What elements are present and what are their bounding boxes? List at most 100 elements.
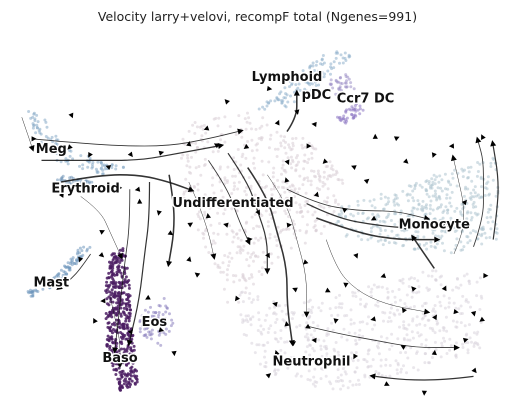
cell-point bbox=[256, 298, 260, 302]
cell-point bbox=[391, 289, 395, 293]
cell-point bbox=[264, 361, 268, 365]
cell-point bbox=[126, 331, 130, 335]
cell-point bbox=[333, 349, 337, 353]
cell-point bbox=[128, 294, 132, 298]
cell-point bbox=[130, 379, 134, 383]
cell-point bbox=[316, 169, 320, 173]
cell-point bbox=[118, 377, 122, 381]
cell-point bbox=[468, 282, 472, 286]
cell-point bbox=[494, 194, 498, 198]
cell-point bbox=[165, 306, 169, 310]
cell-point bbox=[232, 280, 236, 284]
cell-point bbox=[66, 261, 70, 265]
cell-point bbox=[298, 76, 302, 80]
cell-point bbox=[261, 116, 265, 120]
cell-point bbox=[265, 104, 269, 108]
cell-point bbox=[394, 359, 398, 363]
cell-point bbox=[358, 107, 362, 111]
cell-point bbox=[138, 327, 142, 331]
cell-point bbox=[249, 184, 253, 188]
cell-point bbox=[302, 167, 306, 171]
cell-point bbox=[422, 243, 426, 247]
cell-point bbox=[325, 352, 329, 356]
cell-point bbox=[351, 359, 355, 363]
cell-point bbox=[287, 358, 291, 362]
cell-point bbox=[119, 314, 123, 318]
cell-point bbox=[358, 112, 362, 116]
streamline bbox=[306, 203, 445, 229]
cell-point bbox=[393, 193, 397, 197]
cell-point bbox=[352, 87, 356, 91]
cell-point bbox=[388, 347, 392, 351]
cell-point bbox=[426, 318, 430, 322]
cell-point bbox=[135, 380, 139, 384]
streamline-arrowhead bbox=[423, 215, 431, 221]
cell-point bbox=[275, 238, 279, 242]
cell-point bbox=[376, 239, 380, 243]
cell-point bbox=[406, 338, 410, 342]
cell-point bbox=[334, 79, 338, 83]
cell-point bbox=[319, 377, 323, 381]
cell-point bbox=[267, 160, 271, 164]
cell-point bbox=[433, 310, 437, 314]
cell-point bbox=[457, 307, 461, 311]
cell-point bbox=[377, 372, 381, 376]
cell-point bbox=[433, 340, 437, 344]
cell-point bbox=[312, 375, 316, 379]
cell-point bbox=[27, 110, 31, 113]
cell-point bbox=[288, 85, 291, 89]
cell-point bbox=[357, 383, 361, 386]
cell-point bbox=[420, 342, 424, 346]
cell-point bbox=[425, 247, 429, 251]
cell-point bbox=[331, 173, 335, 177]
cell-point bbox=[109, 293, 113, 297]
cell-point bbox=[369, 236, 373, 240]
streamline bbox=[114, 189, 131, 348]
cell-point bbox=[388, 374, 392, 378]
cell-point bbox=[406, 192, 410, 196]
cell-point bbox=[250, 149, 254, 153]
cell-point bbox=[52, 149, 56, 153]
cell-point bbox=[105, 280, 109, 284]
streamline-arrowhead bbox=[453, 344, 460, 351]
cell-point bbox=[110, 310, 114, 314]
cell-point bbox=[301, 313, 305, 317]
cell-point bbox=[298, 229, 302, 232]
cell-point bbox=[315, 60, 319, 64]
cell-point bbox=[262, 327, 266, 331]
cell-point bbox=[455, 237, 459, 241]
cell-point bbox=[223, 140, 227, 144]
cell-point bbox=[236, 236, 240, 240]
cell-point bbox=[294, 374, 298, 378]
cell-point bbox=[486, 175, 490, 179]
cell-point bbox=[213, 262, 217, 266]
cell-point bbox=[146, 316, 149, 320]
cell-point bbox=[244, 156, 248, 160]
cell-point bbox=[257, 137, 261, 140]
cell-point bbox=[256, 295, 260, 299]
cell-point bbox=[306, 378, 310, 381]
cell-point bbox=[107, 276, 111, 280]
cell-point bbox=[341, 181, 345, 185]
cell-point bbox=[439, 203, 443, 207]
cell-point bbox=[489, 165, 493, 168]
cell-point bbox=[258, 126, 262, 130]
cell-point bbox=[244, 314, 248, 318]
cell-point bbox=[388, 311, 392, 315]
cell-point bbox=[430, 177, 434, 181]
cell-point bbox=[332, 60, 336, 64]
cell-point bbox=[466, 300, 470, 304]
cell-point bbox=[288, 145, 291, 149]
cell-point bbox=[121, 165, 125, 169]
cell-point bbox=[61, 276, 65, 279]
cell-point bbox=[346, 386, 350, 390]
streamline bbox=[325, 239, 425, 312]
cell-point bbox=[437, 195, 441, 199]
cell-point bbox=[36, 290, 40, 293]
cell-point bbox=[473, 191, 477, 195]
cell-point bbox=[303, 241, 307, 245]
velocity-arrow bbox=[286, 222, 292, 228]
cell-point bbox=[440, 229, 444, 233]
cell-point bbox=[430, 274, 434, 278]
